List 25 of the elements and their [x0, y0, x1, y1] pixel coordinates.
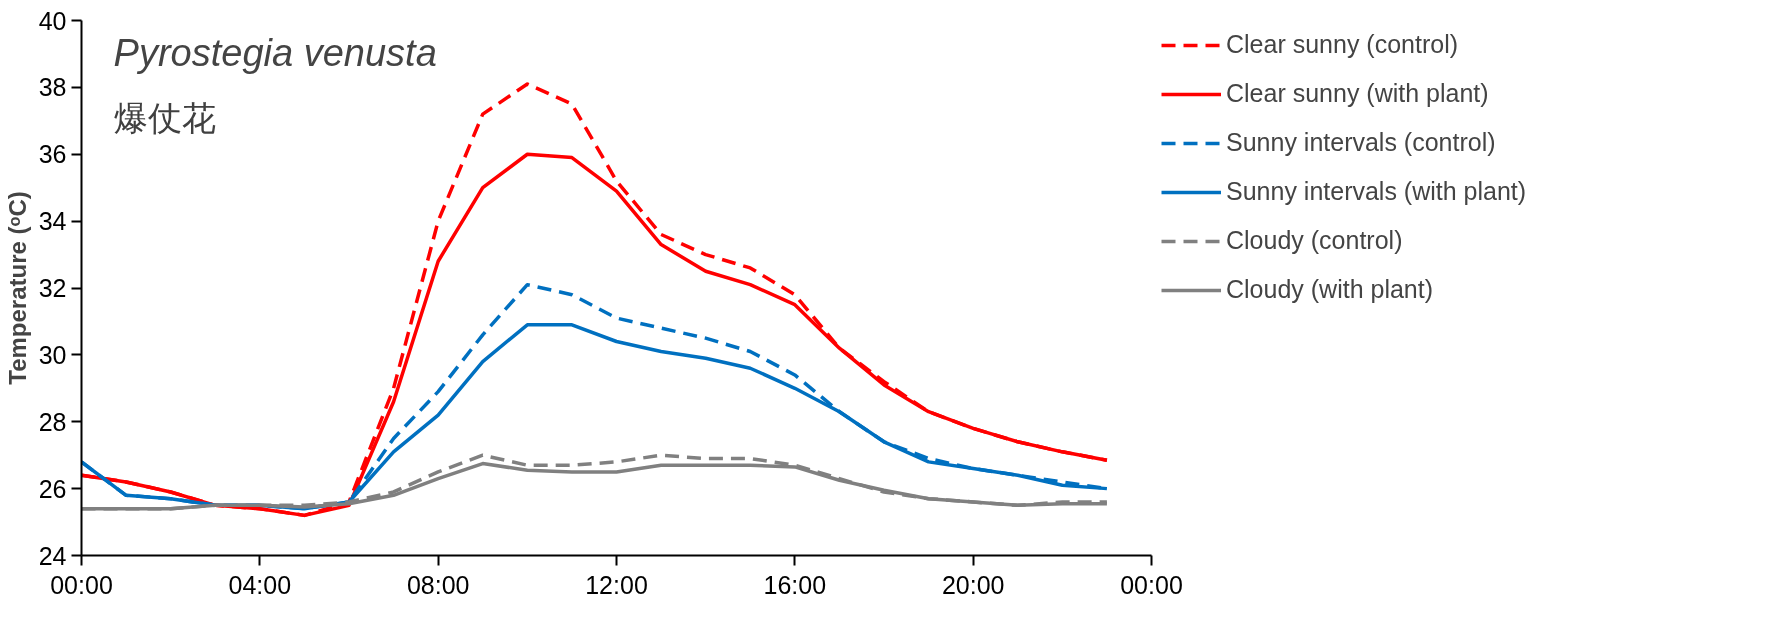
y-tick-label: 36	[38, 140, 67, 169]
text: 爆仗花	[113, 98, 216, 139]
legend-label: Cloudy (with plant)	[1226, 275, 1434, 304]
legend-label: Cloudy (control)	[1226, 226, 1403, 255]
x-tick-label: 00:00	[50, 570, 113, 599]
x-tick-label: 04:00	[228, 570, 292, 599]
legend-label: Clear sunny (control)	[1226, 30, 1459, 59]
legend-label: Clear sunny (with plant)	[1226, 79, 1489, 108]
legend-label: Sunny intervals (with plant)	[1226, 177, 1527, 206]
x-tick-label: 00:00	[1120, 570, 1183, 599]
y-axis-title: Temperature (ᵒC)	[3, 191, 31, 385]
y-tick-label: 32	[38, 274, 67, 302]
chart-title: Pyrostegia venusta	[113, 32, 437, 74]
x-tick-label: 20:00	[941, 570, 1005, 599]
y-tick-label: 40	[38, 6, 67, 35]
y-tick-label: 34	[38, 207, 67, 236]
legend-label: Sunny intervals (control)	[1226, 128, 1496, 157]
x-tick-label: 12:00	[585, 570, 648, 599]
y-tick-label: 24	[38, 541, 67, 570]
y-tick-label: 26	[38, 474, 67, 503]
y-tick-label: 30	[38, 340, 67, 369]
x-tick-label: 16:00	[763, 570, 827, 599]
x-tick-label: 08:00	[406, 570, 470, 599]
y-tick-label: 28	[38, 407, 67, 436]
y-tick-label: 38	[38, 73, 67, 102]
